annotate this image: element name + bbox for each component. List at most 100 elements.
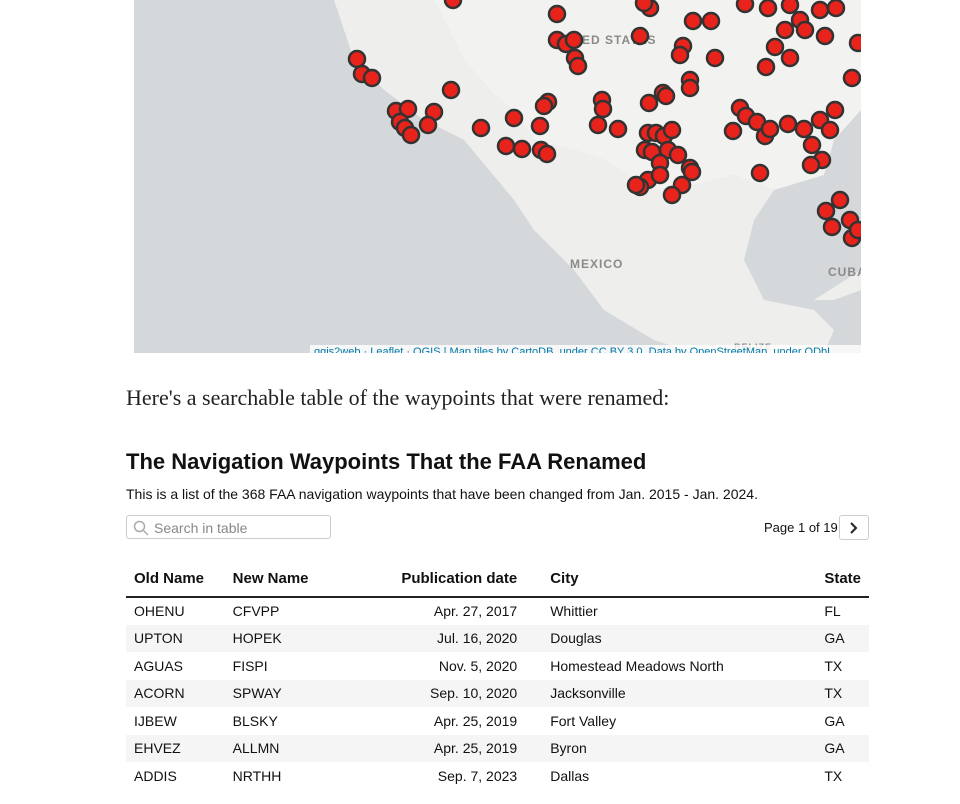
table-cell: AGUAS bbox=[134, 657, 184, 674]
map-marker[interactable] bbox=[683, 11, 703, 31]
map-marker[interactable] bbox=[593, 99, 613, 119]
map-marker[interactable] bbox=[820, 120, 840, 140]
table-title: The Navigation Waypoints That the FAA Re… bbox=[126, 449, 647, 474]
map-marker[interactable] bbox=[441, 80, 461, 100]
table-row: IJBEW BLSKY Apr. 25, 2019 Fort Valley GA bbox=[126, 707, 869, 735]
map-marker[interactable] bbox=[680, 78, 700, 98]
table-row: ACORN SPWAY Sep. 10, 2020 Jacksonville TX bbox=[126, 679, 869, 707]
map-marker[interactable] bbox=[780, 48, 800, 68]
search-box[interactable]: Search in table bbox=[126, 515, 331, 539]
map-marker[interactable] bbox=[534, 96, 554, 116]
map-marker[interactable] bbox=[347, 49, 367, 69]
table-cell: Whittier bbox=[550, 603, 598, 620]
table-description: This is a list of the 368 FAA navigation… bbox=[126, 486, 758, 502]
map-marker[interactable] bbox=[723, 121, 743, 141]
map[interactable]: UNITED STATES MEXICO CUBA BELIZE qgis2we… bbox=[134, 0, 861, 353]
map-marker[interactable] bbox=[670, 45, 690, 65]
table-row: OHENU CFVPP Apr. 27, 2017 Whittier FL bbox=[126, 597, 869, 625]
map-marker[interactable] bbox=[418, 115, 438, 135]
map-marker[interactable] bbox=[547, 4, 567, 24]
table-cell: Douglas bbox=[525, 624, 817, 652]
table-cell: OHENU bbox=[134, 603, 185, 620]
map-marker[interactable] bbox=[634, 0, 654, 13]
map-marker[interactable] bbox=[816, 201, 836, 221]
map-marker[interactable] bbox=[398, 99, 418, 119]
map-marker[interactable] bbox=[705, 48, 725, 68]
land bbox=[134, 0, 834, 353]
map-marker[interactable] bbox=[794, 119, 814, 139]
map-marker[interactable] bbox=[662, 185, 682, 205]
table-cell: Fort Valley bbox=[550, 712, 617, 729]
map-marker[interactable] bbox=[848, 33, 861, 53]
map-marker[interactable] bbox=[822, 217, 842, 237]
map-marker[interactable] bbox=[443, 0, 463, 10]
map-marker[interactable] bbox=[530, 116, 550, 136]
map-marker[interactable] bbox=[760, 119, 780, 139]
map-marker[interactable] bbox=[362, 68, 382, 88]
table-cell: Homestead Meadows North bbox=[550, 657, 724, 674]
column-header[interactable]: New Name bbox=[224, 569, 346, 598]
map-marker[interactable] bbox=[656, 86, 676, 106]
table-cell: TX bbox=[824, 767, 843, 784]
map-marker[interactable] bbox=[668, 145, 688, 165]
map-marker[interactable] bbox=[401, 125, 421, 145]
map-marker[interactable] bbox=[825, 100, 845, 120]
map-marker[interactable] bbox=[701, 11, 721, 31]
table-cell: IJBEW bbox=[134, 712, 177, 729]
map-marker[interactable] bbox=[756, 57, 776, 77]
map-marker[interactable] bbox=[750, 163, 770, 183]
table-cell: GA bbox=[816, 624, 869, 652]
map-marker[interactable] bbox=[815, 26, 835, 46]
map-marker[interactable] bbox=[778, 114, 798, 134]
map-marker[interactable] bbox=[496, 136, 516, 156]
map-marker[interactable] bbox=[735, 0, 755, 14]
table-cell: Apr. 27, 2017 bbox=[433, 603, 518, 620]
table-cell: BLSKY bbox=[232, 712, 278, 729]
table-cell: GA bbox=[824, 712, 845, 729]
next-page-button[interactable] bbox=[839, 515, 869, 540]
map-marker[interactable] bbox=[568, 56, 588, 76]
map-marker[interactable] bbox=[608, 119, 628, 139]
map-marker[interactable] bbox=[662, 120, 682, 140]
map-marker[interactable] bbox=[504, 108, 524, 128]
map-marker[interactable] bbox=[588, 115, 608, 135]
column-header[interactable]: City bbox=[525, 569, 817, 598]
pagination-label: Page 1 of 19 bbox=[764, 520, 838, 535]
map-marker[interactable] bbox=[830, 190, 850, 210]
table-cell: Sep. 7, 2023 bbox=[437, 767, 518, 784]
map-attribution: qgis2web · Leaflet · QGIS | Map tiles by… bbox=[310, 345, 861, 353]
column-header[interactable]: Publication date bbox=[345, 569, 526, 598]
chevron-icon bbox=[850, 522, 858, 534]
map-marker[interactable] bbox=[848, 220, 861, 240]
map-marker[interactable] bbox=[682, 162, 702, 182]
table-cell: FL bbox=[824, 603, 841, 620]
column-header[interactable]: Old Name bbox=[126, 569, 225, 598]
map-marker[interactable] bbox=[758, 0, 778, 18]
table-cell: HOPEK bbox=[224, 624, 346, 652]
map-marker[interactable] bbox=[650, 165, 670, 185]
map-marker[interactable] bbox=[826, 0, 846, 18]
column-header[interactable]: State bbox=[816, 569, 869, 598]
map-label: CUBA bbox=[828, 265, 861, 279]
map-label: MEXICO bbox=[570, 257, 623, 271]
table-cell: CFVPP bbox=[232, 603, 280, 620]
map-marker[interactable] bbox=[630, 26, 650, 46]
map-marker[interactable] bbox=[802, 135, 822, 155]
map-marker[interactable] bbox=[512, 139, 532, 159]
map-marker[interactable] bbox=[471, 118, 491, 138]
map-marker[interactable] bbox=[780, 0, 800, 15]
map-marker[interactable] bbox=[775, 20, 795, 40]
map-marker[interactable] bbox=[564, 30, 584, 50]
map-marker[interactable] bbox=[810, 0, 830, 20]
table-cell: Apr. 25, 2019 bbox=[345, 734, 526, 762]
map-marker[interactable] bbox=[795, 20, 815, 40]
table-cell: ALLMN bbox=[224, 734, 346, 762]
map-marker[interactable] bbox=[765, 37, 785, 57]
map-marker[interactable] bbox=[626, 175, 646, 195]
map-marker[interactable] bbox=[801, 155, 821, 175]
map-marker[interactable] bbox=[639, 93, 659, 113]
map-marker[interactable] bbox=[842, 68, 861, 88]
map-marker[interactable] bbox=[537, 144, 557, 164]
